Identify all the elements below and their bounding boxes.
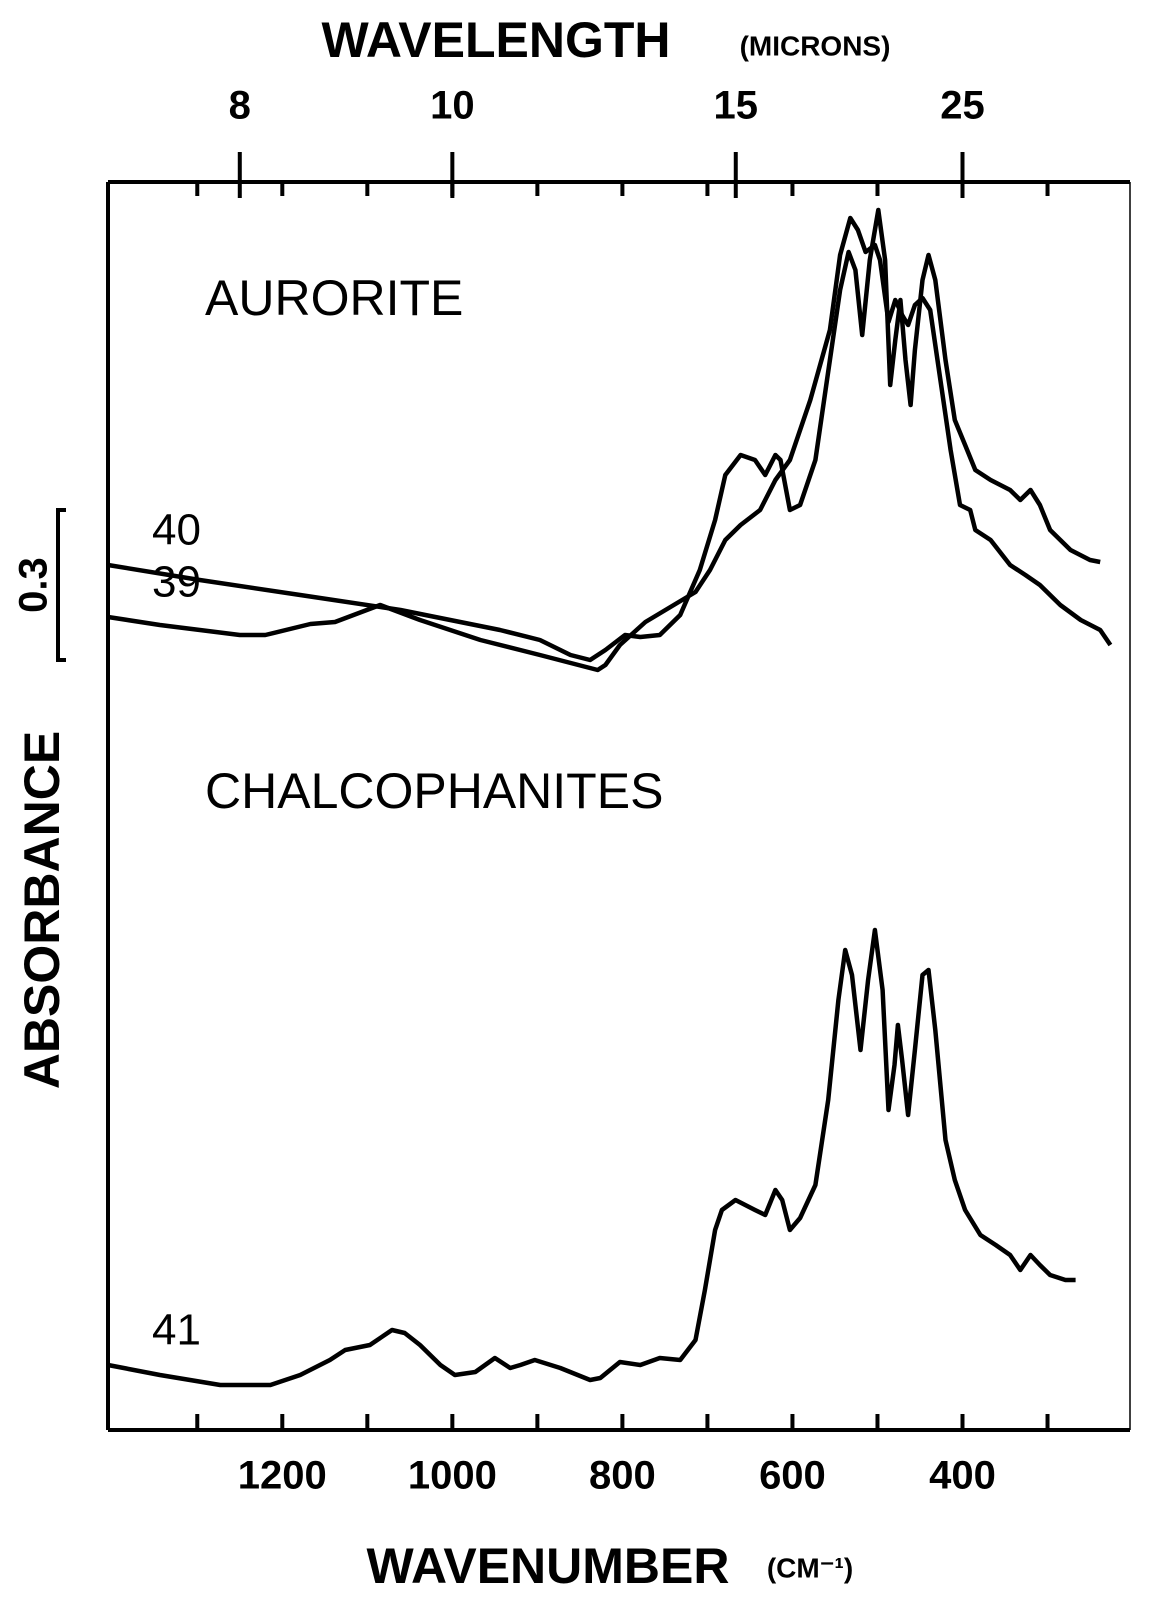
x2-tick-label: 8: [229, 84, 251, 128]
spectrum-line: [107, 927, 1076, 1388]
annotation: CHALCOPHANITES: [205, 763, 663, 819]
frame: [106, 180, 1131, 1432]
x-tick-label: 1200: [238, 1454, 327, 1498]
series-label: 39: [152, 558, 201, 607]
scale-bar: [56, 508, 66, 662]
annotation: AURORITE: [205, 270, 463, 326]
y-axis-title: ABSORBANCE: [14, 731, 70, 1089]
x-tick-label: 800: [589, 1454, 656, 1498]
x-axis-unit: (CM⁻¹): [767, 1552, 853, 1583]
spectrum-line: [107, 207, 1101, 663]
x2-tick-label: 25: [940, 84, 985, 128]
x2-axis-title: WAVELENGTH: [321, 12, 670, 68]
x-tick-label: 1000: [408, 1454, 497, 1498]
x-axis-title: WAVENUMBER: [367, 1538, 730, 1594]
x2-axis-unit: (MICRONS): [740, 30, 891, 61]
series-label: 40: [152, 506, 201, 555]
x2-tick-label: 10: [430, 84, 475, 128]
x-tick-label: 400: [929, 1454, 996, 1498]
x-tick-label: 600: [759, 1454, 826, 1498]
scale-bar-label: 0.3: [12, 557, 56, 613]
x2-tick-label: 15: [714, 84, 759, 128]
spectrum-line: [107, 215, 1113, 673]
series-label: 41: [152, 1306, 201, 1355]
